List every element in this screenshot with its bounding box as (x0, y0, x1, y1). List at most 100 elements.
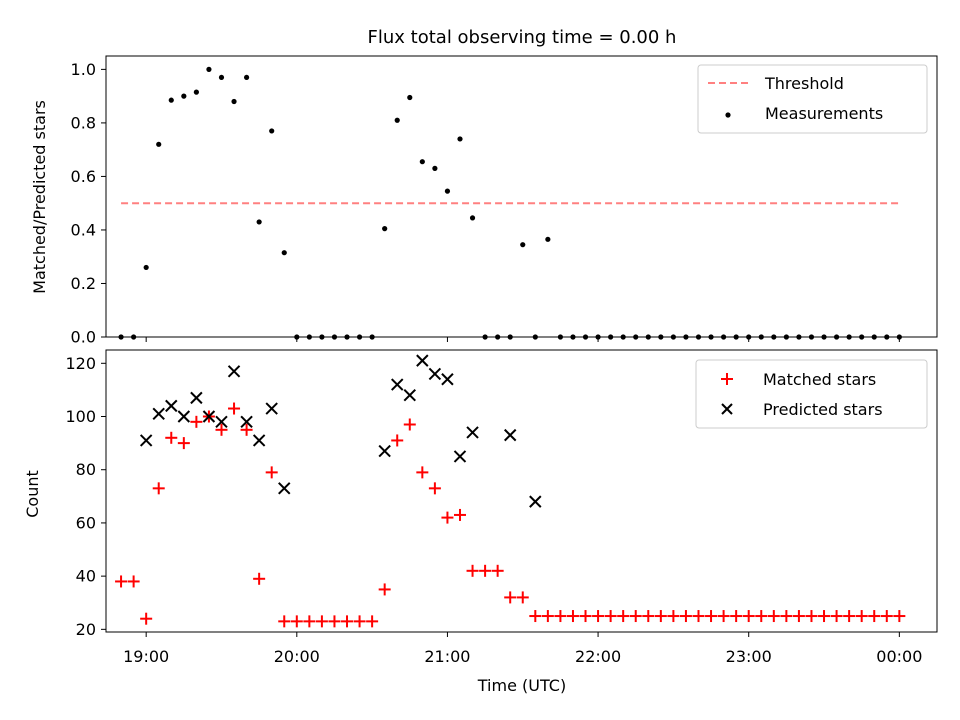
bottom-legend-box (695, 359, 928, 429)
measurement-point (156, 141, 162, 147)
matched-star-point (366, 615, 379, 628)
measurements-legend-marker (725, 112, 731, 118)
predicted-star-point (165, 399, 178, 413)
measurement-point (218, 74, 225, 81)
matched-star-point (328, 615, 341, 628)
matched-star-point (730, 610, 743, 623)
matched-star-point (667, 610, 680, 623)
matched-star-point (792, 610, 805, 623)
bottom-x-tick-label: 00:00 (876, 647, 922, 666)
matched-star-point (228, 402, 241, 415)
top-panel: 0.0 0.2 0.4 0.6 0.8 1.0 Matched/Predicted sta… (30, 55, 938, 347)
top-y-tick-label: 1.0 (71, 60, 96, 79)
bottom-x-ticks: 19:00 20:00 21:00 22:00 23:00 00:00 (123, 632, 922, 666)
bottom-y-tick-label: 40 (76, 567, 96, 586)
measurement-point (181, 93, 187, 99)
measurement-point (243, 74, 250, 81)
top-legend-box (697, 64, 928, 134)
matched-star-point (504, 591, 517, 604)
bottom-y-tick-label: 80 (76, 460, 96, 479)
measurement-point (382, 226, 388, 232)
matched-star-point (604, 610, 617, 623)
matched-star-point (818, 610, 831, 623)
bottom-y-tick-label: 20 (76, 620, 96, 639)
matched-star-point (441, 511, 454, 524)
bottom-x-tick-label: 22:00 (575, 647, 621, 666)
matched-star-point (755, 610, 768, 623)
matched-star-point (880, 610, 893, 623)
bottom-panel: 20 40 60 80 100 120 19:00 20:00 21:00 22:00 23:00… (23, 349, 938, 695)
predicted-star-point (441, 373, 454, 386)
matched-star-point (830, 610, 843, 623)
matched-star-point (654, 610, 667, 623)
measurement-point (193, 89, 199, 95)
measurement-point (231, 98, 237, 105)
measurement-point (432, 165, 438, 171)
predicted-star-point (453, 450, 467, 463)
matched-star-point (403, 418, 416, 431)
predicted-star-point (278, 482, 291, 495)
measurement-point (419, 159, 425, 165)
predicted-star-point (252, 434, 266, 447)
bottom-x-axis-label: Time (UTC) (477, 676, 566, 695)
top-y-ticks: 0.0 0.2 0.4 0.6 0.8 1.0 (71, 60, 106, 347)
bottom-x-tick-label: 19:00 (123, 647, 169, 666)
predicted-stars-legend-marker (721, 403, 733, 415)
matched-star-point (742, 610, 755, 623)
matched-star-point (566, 610, 579, 623)
bottom-x-tick-label: 20:00 (274, 647, 320, 666)
matched-star-point (253, 572, 266, 585)
top-y-tick-label: 0.0 (71, 328, 96, 347)
predicted-star-point (391, 378, 404, 391)
measurement-point (394, 117, 400, 123)
measurement-point (520, 242, 526, 248)
measurement-point (407, 94, 413, 101)
matched-star-point (479, 564, 492, 577)
measurement-point (206, 66, 212, 72)
predicted-star-point (378, 444, 391, 458)
matched-stars-legend-marker (721, 373, 733, 385)
matched-star-point (780, 610, 793, 623)
matched-star-point (341, 615, 354, 628)
bottom-y-tick-label: 120 (65, 354, 96, 373)
matched-star-point (516, 591, 529, 604)
top-legend: Threshold Measurements (697, 64, 928, 134)
top-y-tick-label: 0.4 (71, 220, 96, 239)
matched-star-point (692, 610, 705, 623)
matched-star-point (127, 575, 140, 588)
matched-star-point (303, 615, 316, 628)
measurement-point (269, 128, 275, 134)
bottom-y-axis-label: Count (23, 470, 42, 518)
matched-star-point (378, 583, 391, 596)
matched-star-point (165, 431, 178, 444)
matched-star-point (843, 610, 856, 623)
top-axes-frame (105, 55, 938, 338)
matched-star-point (642, 610, 655, 623)
matched-star-point (466, 564, 479, 577)
measurement-point (168, 97, 174, 103)
matched-star-point (805, 610, 818, 623)
predicted-star-point (190, 391, 203, 405)
bottom-plot-area (115, 354, 906, 628)
matched-star-point (416, 466, 429, 479)
measurement-point (545, 236, 551, 242)
predicted-star-point (503, 428, 517, 442)
matched-star-point (679, 610, 692, 623)
predicted-star-point (529, 495, 542, 508)
matched-star-point (767, 610, 780, 623)
predicted-star-point (202, 410, 216, 423)
matched-star-point (428, 482, 441, 495)
matched-star-point (855, 610, 868, 623)
bottom-y-tick-label: 60 (76, 513, 96, 532)
matched-star-point (140, 612, 153, 625)
measurement-point (457, 136, 463, 142)
predicted-star-point (265, 402, 278, 415)
predicted-star-point (466, 426, 479, 439)
matched-star-point (115, 575, 128, 588)
predicted-star-point (428, 367, 442, 381)
bottom-legend: Matched stars Predicted stars (695, 359, 928, 429)
matched-star-point (592, 610, 605, 623)
measurement-point (143, 264, 149, 271)
bottom-axes-frame (105, 349, 938, 633)
top-y-axis-label: Matched/Predicted stars (30, 100, 49, 294)
